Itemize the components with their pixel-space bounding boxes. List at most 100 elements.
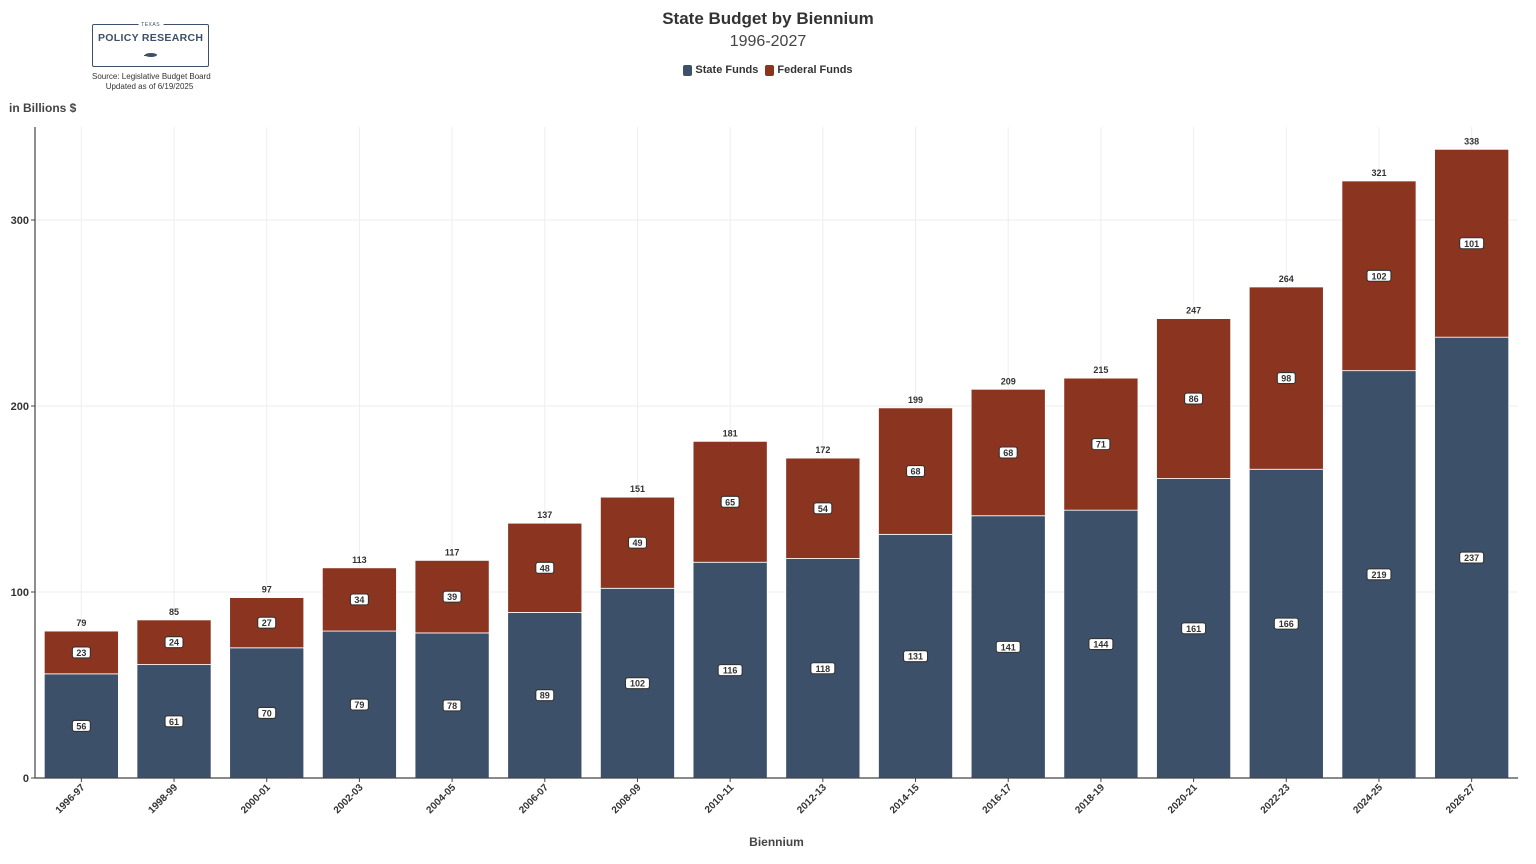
- data-label-state-funds: 118: [816, 664, 831, 674]
- data-label-federal-funds-box: [720, 495, 740, 508]
- x-tick-label: 2000-01: [239, 782, 273, 816]
- total-label: 264: [1279, 274, 1294, 284]
- y-tick-label: 0: [23, 773, 29, 785]
- y-tick-label: 100: [11, 587, 29, 599]
- data-label-state-funds: 144: [1093, 640, 1108, 650]
- x-tick-label: 1998-99: [146, 782, 180, 816]
- total-label: 137: [537, 510, 552, 520]
- data-label-federal-funds: 65: [725, 497, 735, 507]
- data-label-state-funds: 79: [354, 700, 364, 710]
- data-label-federal-funds-box: [71, 646, 91, 659]
- x-tick-label: 2006-07: [517, 782, 551, 816]
- data-label-federal-funds-box: [905, 465, 926, 478]
- data-label-federal-funds-box: [998, 446, 1018, 459]
- logo-small-text: TEXAS: [138, 22, 164, 28]
- logo-name: POLICY RESEARCH: [98, 32, 204, 44]
- data-label-federal-funds: 24: [169, 638, 179, 648]
- data-label-state-funds-box: [349, 698, 369, 711]
- total-label: 117: [445, 547, 460, 557]
- x-tick-label: 2014-15: [888, 782, 922, 816]
- data-label-federal-funds-box: [1366, 269, 1392, 282]
- data-label-federal-funds: 86: [1189, 394, 1199, 404]
- total-label: 97: [262, 585, 272, 595]
- y-tick-label: 200: [11, 401, 29, 413]
- x-tick-label: 2004-05: [424, 782, 458, 816]
- data-label-federal-funds: 68: [1003, 448, 1013, 458]
- x-tick-label: 2026-27: [1444, 782, 1478, 816]
- x-tick-label: 2018-19: [1073, 782, 1107, 816]
- legend-label-federal-funds: Federal Funds: [777, 64, 853, 76]
- total-label: 172: [815, 445, 830, 455]
- data-label-federal-funds-box: [164, 636, 184, 649]
- legend-label-state-funds: State Funds: [695, 64, 759, 76]
- data-label-federal-funds: 71: [1096, 440, 1106, 450]
- data-label-state-funds: 61: [169, 717, 179, 727]
- legend-swatch-federal-funds: [765, 64, 775, 76]
- logo-badge: TEXAS POLICY RESEARCH: [92, 22, 210, 67]
- total-label: 215: [1093, 365, 1108, 375]
- chart-subtitle: 1996-2027: [729, 33, 807, 50]
- data-label-state-funds-box: [1181, 622, 1207, 635]
- data-label-federal-funds: 101: [1464, 239, 1479, 249]
- data-label-federal-funds: 34: [354, 595, 364, 605]
- x-tick-label: 2010-11: [703, 782, 737, 816]
- data-label-state-funds: 56: [76, 721, 86, 731]
- data-label-state-funds-box: [1366, 568, 1392, 581]
- data-label-state-funds-box: [995, 640, 1021, 653]
- data-label-state-funds-box: [535, 689, 555, 702]
- data-label-federal-funds: 23: [76, 648, 86, 658]
- x-tick-label: 2002-03: [332, 782, 366, 816]
- legend-item-federal-funds[interactable]: Federal Funds: [765, 64, 853, 76]
- data-label-state-funds-box: [1273, 617, 1299, 630]
- x-axis-label: Biennium: [749, 835, 804, 849]
- data-label-federal-funds: 48: [540, 563, 550, 573]
- data-label-state-funds: 166: [1279, 619, 1294, 629]
- bar-federal-funds: [1341, 180, 1417, 372]
- data-label-state-funds: 237: [1464, 553, 1479, 563]
- data-label-state-funds-box: [902, 650, 929, 663]
- legend-swatch-state-funds: [683, 64, 693, 76]
- total-label: 321: [1371, 168, 1386, 178]
- data-label-federal-funds: 102: [1371, 271, 1386, 281]
- data-label-state-funds: 141: [1001, 642, 1016, 652]
- total-label: 113: [352, 555, 367, 565]
- logo: TEXAS POLICY RESEARCH Source: Legislativ…: [92, 22, 211, 92]
- data-label-federal-funds-box: [1184, 392, 1204, 405]
- total-label: 151: [630, 484, 645, 494]
- data-label-federal-funds-box: [257, 616, 277, 629]
- x-tick-label: 2012-13: [795, 782, 829, 816]
- data-label-federal-funds: 68: [911, 467, 921, 477]
- data-label-state-funds-box: [257, 706, 277, 719]
- data-label-state-funds: 131: [908, 652, 923, 662]
- data-label-state-funds: 78: [447, 701, 457, 711]
- data-label-federal-funds: 49: [632, 538, 642, 548]
- y-axis-label: in Billions $: [9, 101, 77, 115]
- updated-text: Updated as of 6/19/2025: [105, 82, 194, 91]
- data-label-state-funds: 89: [540, 691, 550, 701]
- chart-title: State Budget by Biennium: [662, 9, 874, 28]
- legend-item-state-funds[interactable]: State Funds: [683, 64, 758, 76]
- data-label-state-funds-box: [164, 715, 184, 728]
- total-label: 199: [908, 395, 923, 405]
- total-label: 85: [169, 607, 179, 617]
- data-label-federal-funds: 54: [818, 504, 828, 514]
- data-label-federal-funds-box: [1459, 237, 1485, 250]
- data-label-state-funds-box: [810, 662, 836, 675]
- data-label-state-funds: 161: [1186, 624, 1201, 634]
- total-label: 181: [723, 428, 738, 438]
- data-label-federal-funds-box: [349, 593, 369, 606]
- x-tick-label: 2024-25: [1351, 782, 1385, 816]
- data-label-state-funds-box: [624, 677, 651, 690]
- data-label-federal-funds-box: [535, 561, 555, 574]
- x-tick-label: 2008-09: [610, 782, 644, 816]
- y-tick-label: 300: [11, 215, 29, 227]
- data-label-state-funds: 116: [723, 666, 738, 676]
- data-label-state-funds: 70: [262, 708, 272, 718]
- data-label-state-funds-box: [1459, 551, 1485, 564]
- data-label-state-funds: 219: [1371, 570, 1386, 580]
- data-label-state-funds-box: [71, 719, 91, 732]
- data-label-federal-funds-box: [1091, 438, 1111, 451]
- data-label-federal-funds-box: [627, 536, 648, 549]
- armadillo-icon: [143, 53, 157, 57]
